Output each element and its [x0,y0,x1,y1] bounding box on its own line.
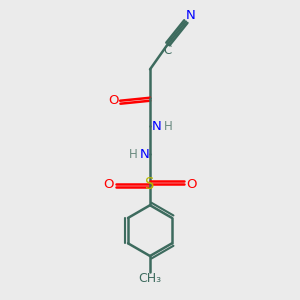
Text: S: S [145,177,155,192]
Text: N: N [185,8,195,22]
Text: O: O [108,94,119,107]
Text: H: H [129,148,138,161]
Text: H: H [164,120,173,133]
Text: C: C [163,44,171,57]
Text: O: O [187,178,197,191]
Text: N: N [152,120,161,133]
Text: N: N [140,148,150,161]
Text: CH₃: CH₃ [138,272,162,286]
Text: O: O [103,178,113,191]
